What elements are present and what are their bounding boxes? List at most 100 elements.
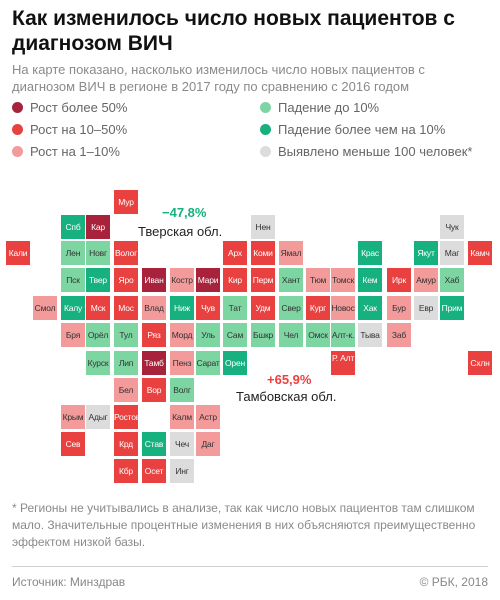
region-tile-мск: Мск	[86, 296, 110, 320]
region-tile-томск: Томск	[331, 268, 355, 292]
region-tile-бур: Бур	[387, 296, 411, 320]
region-tile-кир: Кир	[223, 268, 247, 292]
region-tile-пенз: Пенз	[170, 351, 194, 375]
region-tile-сарат: Сарат	[196, 351, 220, 375]
region-tile-новос: Новос	[331, 296, 355, 320]
legend-swatch	[260, 124, 271, 135]
region-tile-волог: Волог	[114, 241, 138, 265]
region-tile-ряз: Ряз	[142, 323, 166, 347]
chart-subtitle: На карте показано, насколько изменилось …	[12, 62, 425, 94]
region-tile-орен: Орен	[223, 351, 247, 375]
region-tile-кург: Кург	[306, 296, 330, 320]
legend-item-growth-10-50: Рост на 10–50%	[12, 122, 127, 138]
region-tile-осет: Осет	[142, 459, 166, 483]
region-tile-схлн: Схлн	[468, 351, 492, 375]
region-tile-омск: Омск	[306, 323, 330, 347]
region-tile-орёл: Орёл	[86, 323, 110, 347]
region-tile-влад: Влад	[142, 296, 166, 320]
region-tile-амур: Амур	[414, 268, 438, 292]
region-tile-новг: Новг	[86, 241, 110, 265]
region-tile-тыва: Тыва	[358, 323, 382, 347]
region-tile-бшкр: Бшкр	[251, 323, 275, 347]
region-tile-ямал: Ямал	[279, 241, 303, 265]
region-tile-сев: Сев	[61, 432, 85, 456]
region-tile-коми: Коми	[251, 241, 275, 265]
region-tile-тат: Тат	[223, 296, 247, 320]
region-tile-калм: Калм	[170, 405, 194, 429]
region-tile-смол: Смол	[33, 296, 57, 320]
annotation-label-tver: Тверская обл.	[136, 224, 225, 239]
region-tile-мари: Мари	[196, 268, 220, 292]
annotation-value-tver: −47,8%	[162, 205, 207, 220]
region-tile-якут: Якут	[414, 241, 438, 265]
region-tile-кали: Кали	[6, 241, 30, 265]
region-tile-крд: Крд	[114, 432, 138, 456]
region-tile-евр: Евр	[414, 296, 438, 320]
region-tile-уль: Уль	[196, 323, 220, 347]
region-tile-курск: Курск	[86, 351, 110, 375]
legend-swatch	[260, 102, 271, 113]
region-tile-иван: Иван	[142, 268, 166, 292]
region-tile-тамб: Тамб	[142, 351, 166, 375]
region-tile-чел: Чел	[279, 323, 303, 347]
region-tile-заб: Заб	[387, 323, 411, 347]
source-note: Источник: Минздрав	[12, 575, 126, 589]
region-tile-ростов: Ростов	[114, 405, 138, 429]
legend-item-decline-up-to-10: Падение до 10%	[260, 100, 379, 116]
region-tile-волг: Волг	[170, 378, 194, 402]
region-tile-ирк: Ирк	[387, 268, 411, 292]
region-tile-лип: Лип	[114, 351, 138, 375]
annotation-label-tambov: Тамбовская обл.	[234, 389, 339, 404]
annotation-value-tambov: +65,9%	[267, 372, 312, 387]
region-tile-чув: Чув	[196, 296, 220, 320]
region-tile-астр: Астр	[196, 405, 220, 429]
region-tile-став: Став	[142, 432, 166, 456]
chart-title: Как изменилось число новых пациентов с д…	[12, 7, 455, 55]
legend-swatch	[260, 146, 271, 157]
region-tile-твер: Твер	[86, 268, 110, 292]
region-tile-кем: Кем	[358, 268, 382, 292]
legend-swatch	[12, 102, 23, 113]
region-tile-перм: Перм	[251, 268, 275, 292]
region-tile-костр: Костр	[170, 268, 194, 292]
region-tile-калу: Калу	[61, 296, 85, 320]
region-tile-чук: Чук	[440, 215, 464, 239]
region-tile-чеч: Чеч	[170, 432, 194, 456]
region-tile-прим: Прим	[440, 296, 464, 320]
region-tile-сам: Сам	[223, 323, 247, 347]
legend-item-growth-1-10: Рост на 1–10%	[12, 144, 120, 160]
region-tile-даг: Даг	[196, 432, 220, 456]
region-tile-бря: Бря	[61, 323, 85, 347]
footer-divider	[12, 566, 488, 567]
region-tile-вор: Вор	[142, 378, 166, 402]
region-tile-тул: Тул	[114, 323, 138, 347]
region-tile-удм: Удм	[251, 296, 275, 320]
region-tile-мур: Мур	[114, 190, 138, 214]
region-tile-кбр: Кбр	[114, 459, 138, 483]
region-tile-пск: Пск	[61, 268, 85, 292]
region-tile-спб: Спб	[61, 215, 85, 239]
region-tile-морд: Морд	[170, 323, 194, 347]
region-tile-хак: Хак	[358, 296, 382, 320]
legend-item-growth-over-50: Рост более 50%	[12, 100, 127, 116]
region-tile-инг: Инг	[170, 459, 194, 483]
region-tile-бел: Бел	[114, 378, 138, 402]
region-tile-тюм: Тюм	[306, 268, 330, 292]
region-tile-свер: Свер	[279, 296, 303, 320]
region-tile-лен: Лен	[61, 241, 85, 265]
region-tile-маг: Маг	[440, 241, 464, 265]
footnote: * Регионы не учитывались в анализе, так …	[12, 501, 476, 549]
legend-item-decline-over-10: Падение более чем на 10%	[260, 122, 445, 138]
region-tile-камч: Камч	[468, 241, 492, 265]
region-tile-адыг: Адыг	[86, 405, 110, 429]
region-tile-арх: Арх	[223, 241, 247, 265]
legend-item-under-100: Выявлено меньше 100 человек*	[260, 144, 472, 160]
region-tile-кар: Кар	[86, 215, 110, 239]
region-tile-мос: Мос	[114, 296, 138, 320]
region-tile-нен: Нен	[251, 215, 275, 239]
legend-swatch	[12, 146, 23, 157]
region-tile-крас: Крас	[358, 241, 382, 265]
region-tile-алт-к: Алт-к.	[331, 323, 355, 347]
copyright: © РБК, 2018	[419, 575, 488, 589]
